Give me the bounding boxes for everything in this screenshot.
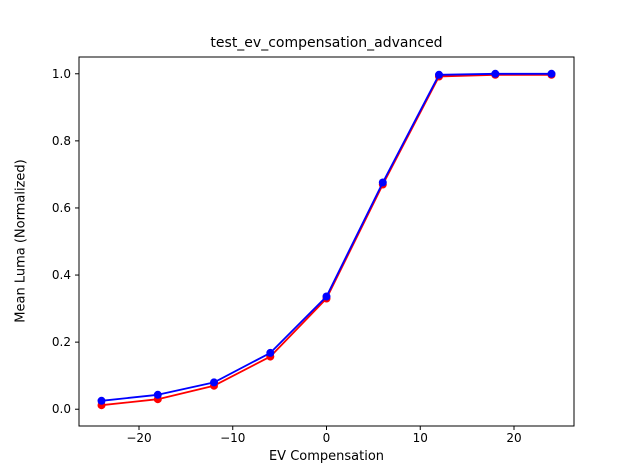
y-tick-label: 1.0 <box>52 67 71 81</box>
x-tick-label: 20 <box>506 431 521 445</box>
x-tick-label: 0 <box>323 431 331 445</box>
y-tick-label: 0.4 <box>52 268 71 282</box>
chart-title: test_ev_compensation_advanced <box>210 35 443 51</box>
x-tick-label: −10 <box>220 431 245 445</box>
y-axis-label: Mean Luma (Normalized) <box>13 159 29 323</box>
blue-series-marker <box>547 69 556 78</box>
red-series-line <box>101 73 552 407</box>
blue-series-marker <box>153 390 162 399</box>
x-tick-label: −20 <box>126 431 151 445</box>
x-tick-label: 10 <box>413 431 428 445</box>
blue-series-marker <box>435 70 443 79</box>
blue-series-marker <box>378 178 387 187</box>
blue-series-marker <box>491 69 500 78</box>
x-axis-label: EV Compensation <box>268 449 385 464</box>
blue-series-marker <box>266 348 275 357</box>
blue-series-marker <box>210 378 218 387</box>
blue-series-line <box>101 72 552 402</box>
blue-series-marker <box>322 292 331 301</box>
y-tick-label: 0.2 <box>52 335 71 349</box>
y-tick-label: 0.6 <box>52 201 71 215</box>
axes-frame <box>78 56 575 427</box>
y-tick-label: 0.8 <box>52 134 71 148</box>
y-tick-label: 0.0 <box>52 402 71 416</box>
blue-series-marker <box>97 396 106 405</box>
